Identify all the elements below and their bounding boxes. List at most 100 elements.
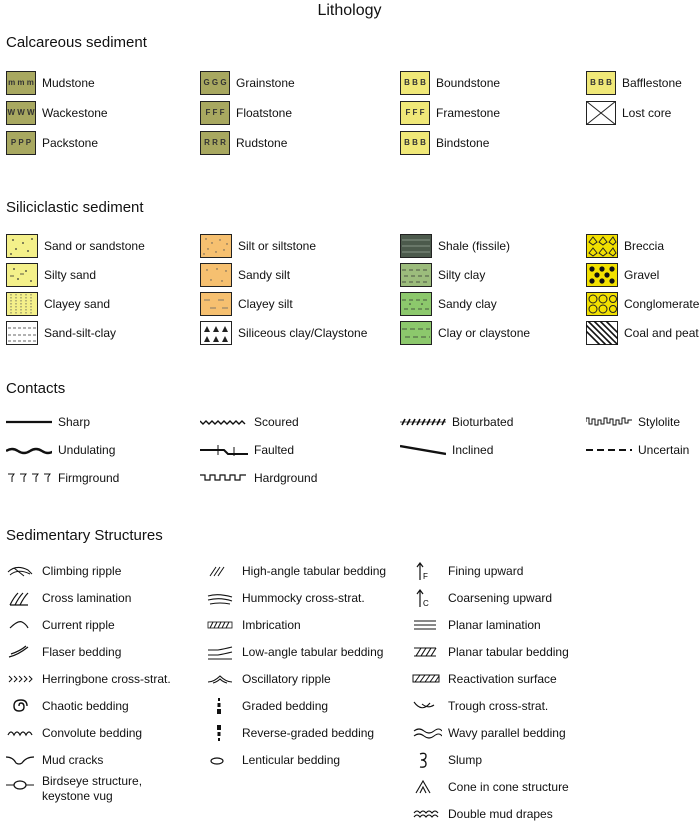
legend-label: Birdseye structure, [42,774,143,788]
legend-framestone: F F F Framestone [400,100,500,126]
legend-label: Scoured [254,415,299,429]
legend-lost-core: Lost core [586,100,671,126]
section-structures: Sedimentary Structures [6,527,163,544]
legend-label: Firmground [58,471,120,485]
coal-swatch [586,321,618,345]
legend-label: Current ripple [42,618,115,632]
slump-icon [419,752,427,768]
legend-sharp: Sharp [6,409,90,435]
legend-label: Shale (fissile) [438,239,511,253]
sand-silt-clay-swatch [6,321,38,345]
legend-birdseye: Birdseye structure, keystone vug [6,774,142,808]
legend-coal: Coal and peat [586,320,699,346]
legend-bindstone: B B B Bindstone [400,130,489,156]
legend-label: Sandy clay [438,297,497,311]
sand-swatch [6,234,38,258]
siliceous-clay-swatch [200,321,232,345]
legend-label: Chaotic bedding [42,699,129,713]
gravel-swatch [586,263,618,287]
mudstone-swatch: m m m [6,71,36,95]
chaotic-bedding-icon [13,699,28,712]
coarsening-upward-letter: C [423,599,429,608]
mud-cracks-icon [6,756,35,765]
legend-label: Silty sand [44,268,97,282]
legend-label: Lost core [622,106,672,120]
legend-packstone: P P P Packstone [6,130,98,156]
legend-mud-cracks: Mud cracks [6,747,103,773]
legend-label: Fining upward [448,564,524,578]
double-mud-drapes-icon [413,810,439,818]
legend-imbrication: Imbrication [206,612,301,638]
legend-label: Lenticular bedding [242,753,341,767]
legend-label: Wavy parallel bedding [448,726,566,740]
legend-boundstone: B B B Boundstone [400,70,500,96]
legend-label: Planar tabular bedding [448,645,569,659]
bioturbated-contact-icon [400,418,446,426]
legend-label: Faulted [254,443,295,457]
legend-label: Grainstone [236,76,295,90]
legend-trough-cross-strat: Trough cross-strat. [412,693,548,719]
legend-gravel: Gravel [586,262,659,288]
boundstone-swatch: B B B [400,71,430,95]
flaser-bedding-icon [8,645,29,658]
legend-double-mud-drapes: Double mud drapes [412,801,553,827]
cross-lamination-icon [9,592,29,606]
legend-label: Bioturbated [452,415,514,429]
legend-undulating: Undulating [6,437,115,463]
legend-label: High-angle tabular bedding [242,564,387,578]
uncertain-contact-icon [586,449,632,451]
legend-flaser-bedding: Flaser bedding [6,639,121,665]
inclined-contact-icon [400,444,446,456]
legend-label: Bafflestone [622,76,682,90]
legend-bioturbated: Bioturbated [400,409,513,435]
legend-label: Double mud drapes [448,807,553,821]
undulating-contact-icon [6,447,52,455]
legend-hardground: Hardground [200,465,317,491]
legend-mudstone: m m m Mudstone [6,70,95,96]
faulted-contact-icon [200,445,248,456]
legend-label: Slump [448,753,483,767]
legend-sandy-clay: Sandy clay [400,291,497,317]
lenticular-icon [210,757,224,765]
legend-label: Gravel [624,268,660,282]
legend-coarsening-upward: C Coarsening upward [412,585,552,611]
legend-label: Planar lamination [448,618,541,632]
legend-label: Hummocky cross-strat. [242,591,365,605]
legend-low-angle-tabular: Low-angle tabular bedding [206,639,383,665]
clayey-silt-swatch [200,292,232,316]
legend-chaotic-bedding: Chaotic bedding [6,693,129,719]
legend-clayey-sand: Clayey sand [6,291,110,317]
section-contacts: Contacts [6,380,66,397]
legend-scoured: Scoured [200,409,299,435]
legend-label: Rudstone [236,136,288,150]
legend-label: Packstone [42,136,99,150]
fining-upward-arrow-icon: F [416,562,428,581]
wackestone-swatch: W W W [6,101,36,125]
legend-cone-in-cone: Cone in cone structure [412,774,569,800]
legend-fining-upward: F Fining upward [412,558,523,584]
legend-label: Trough cross-strat. [448,699,549,713]
planar-tabular-icon [414,647,437,657]
legend-faulted: Faulted [200,437,294,463]
legend-label: Graded bedding [242,699,329,713]
legend-label: Cone in cone structure [448,780,569,794]
legend-reactivation-surface: Reactivation surface [412,666,557,692]
legend-current-ripple: Current ripple [6,612,115,638]
legend-convolute-bedding: Convolute bedding [6,720,142,746]
legend-firmground: Firmground [6,465,119,491]
legend-oscillatory-ripple: Oscillatory ripple [206,666,331,692]
legend-label: Clayey sand [44,297,111,311]
legend-label: Silt or siltstone [238,239,317,253]
legend-label: Oscillatory ripple [242,672,331,686]
legend-label: Sharp [58,415,91,429]
legend-label: Reverse-graded bedding [242,726,375,740]
reverse-graded-icon [217,725,221,741]
legend-label: Clayey silt [238,297,293,311]
legend-label: Inclined [452,443,494,457]
legend-climbing-ripple: Climbing ripple [6,558,121,584]
legend-breccia: Breccia [586,233,664,259]
legend-cross-lamination: Cross lamination [6,585,131,611]
sharp-contact-icon [6,420,52,424]
reactivation-surface-icon [412,674,440,683]
legend-high-angle-tabular: High-angle tabular bedding [206,558,386,584]
